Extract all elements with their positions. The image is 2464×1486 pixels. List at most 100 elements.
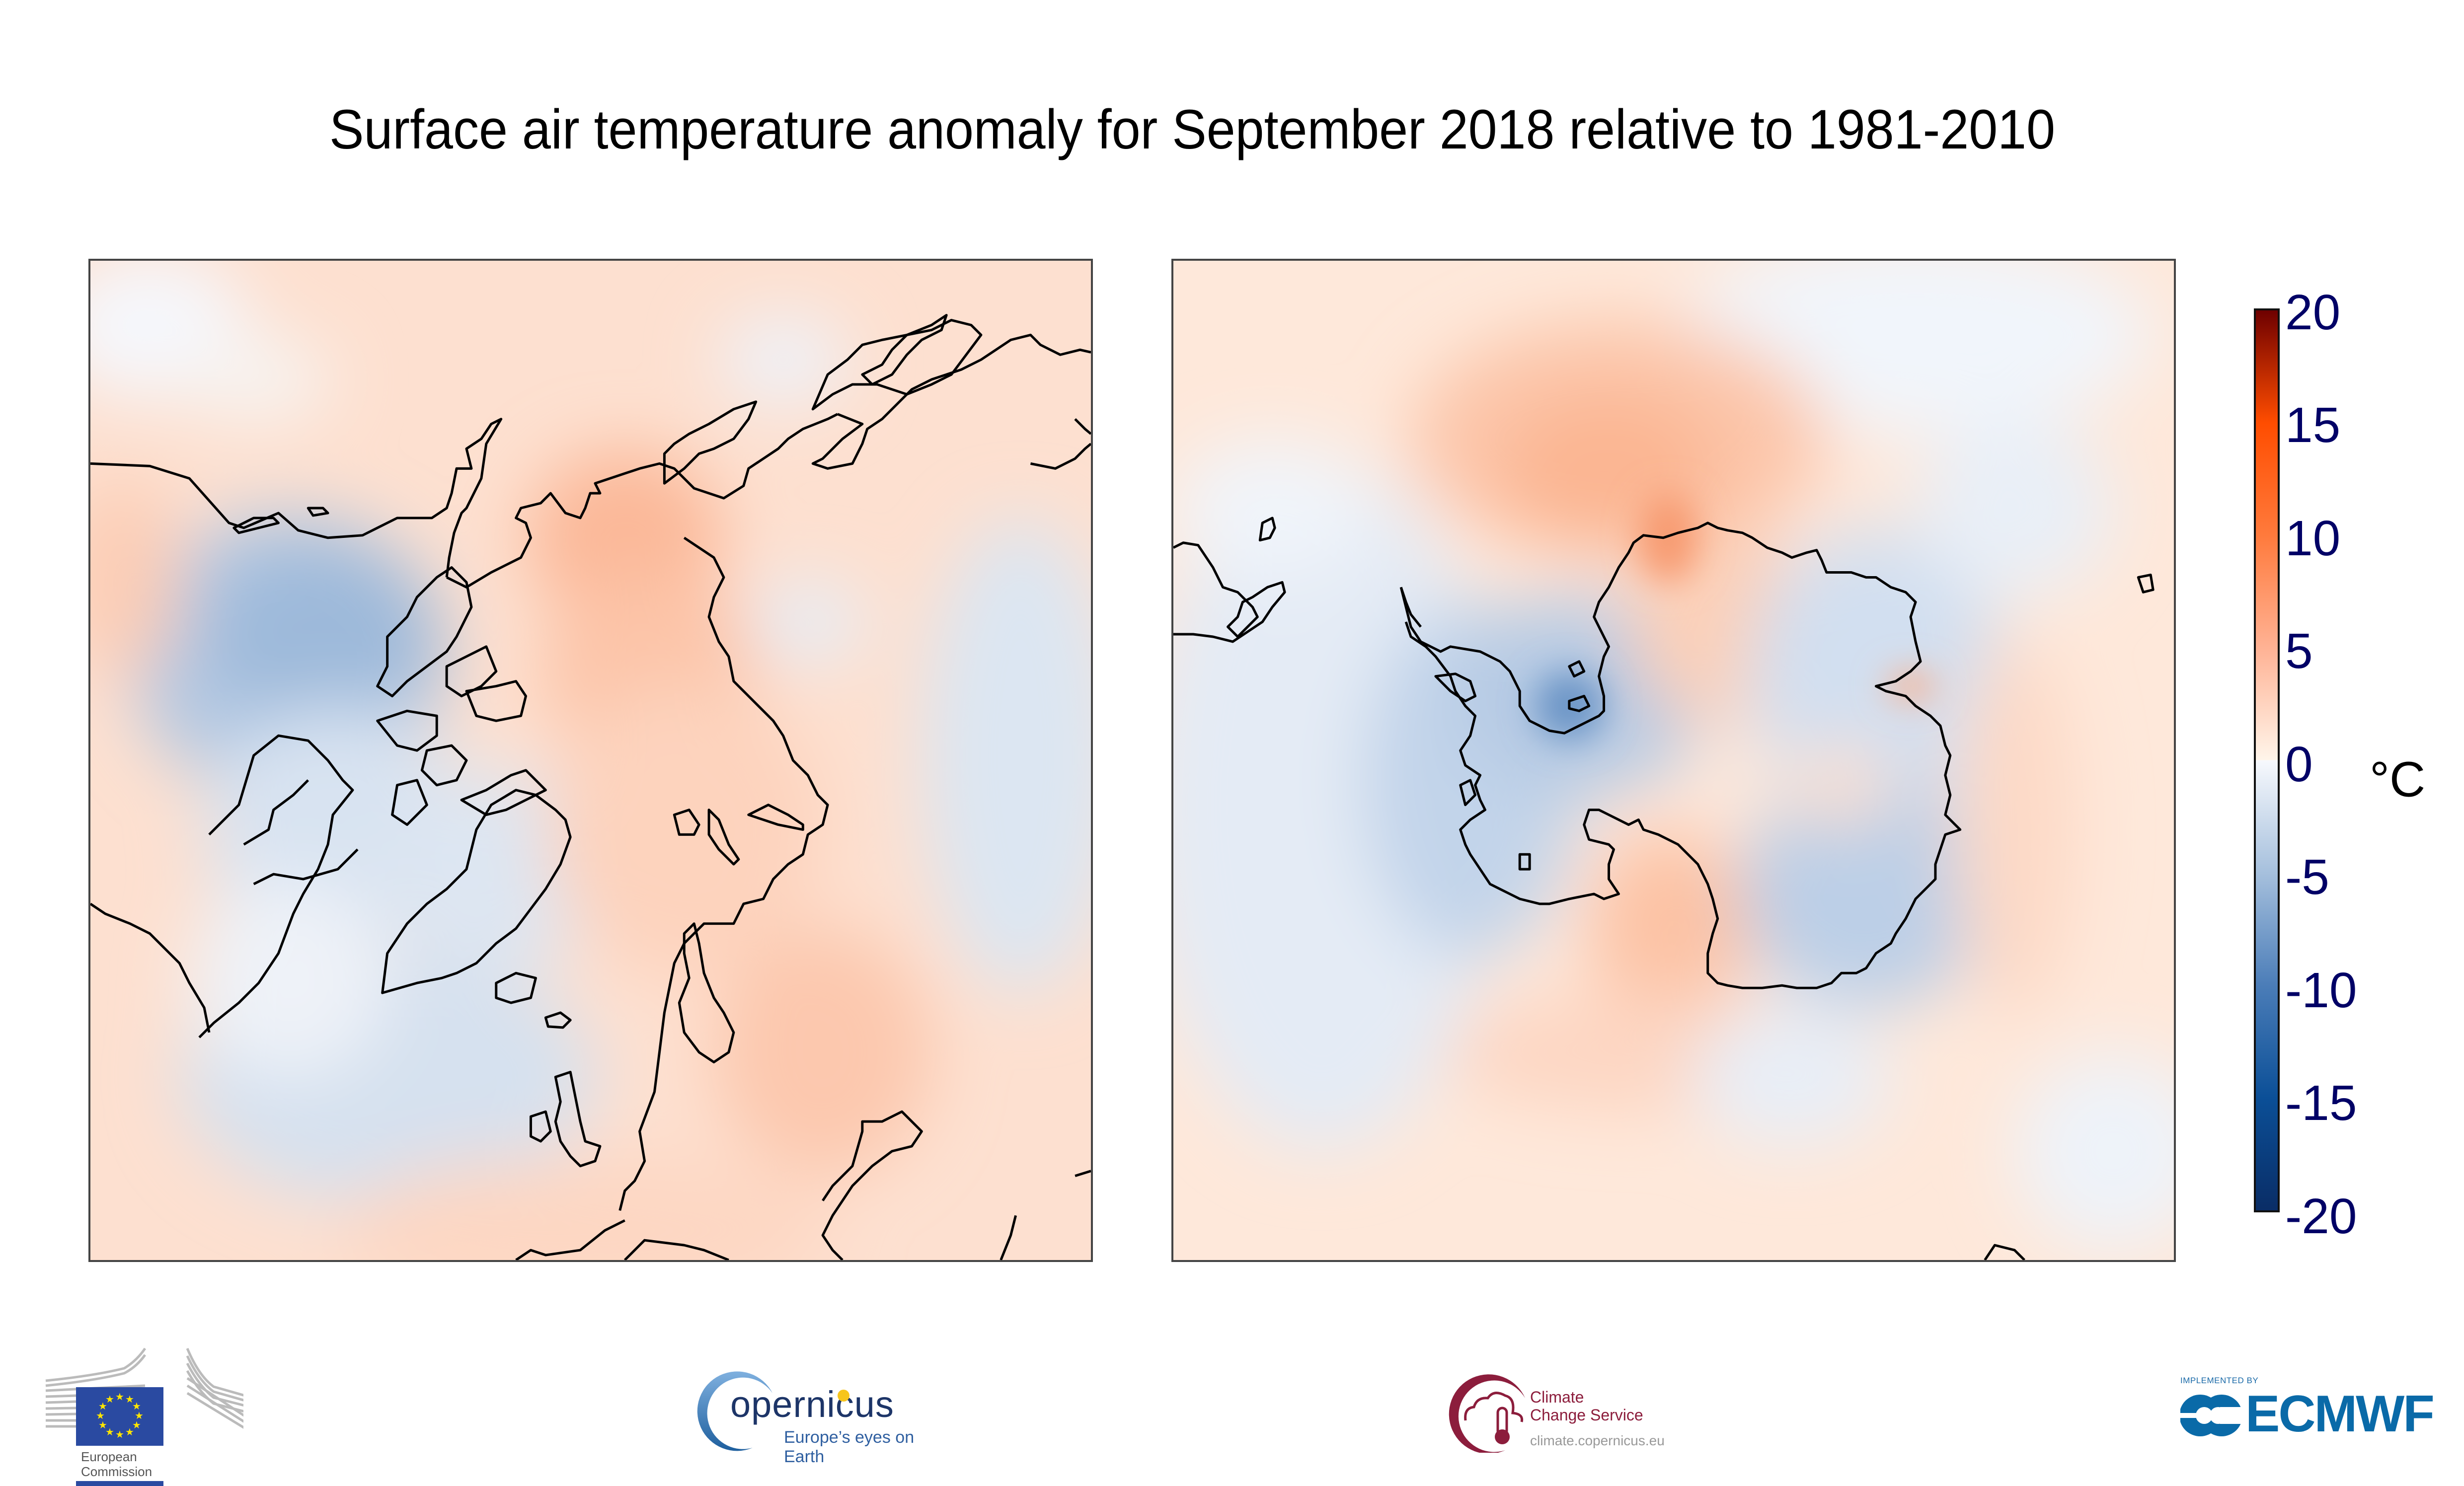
arctic-anomaly-map	[90, 261, 1091, 1260]
european-commission-logo: ★ ★ ★ ★ ★ ★ ★ ★ ★ ★ ★ ★ European Commission	[35, 1331, 243, 1486]
anomaly-blob	[922, 518, 1091, 993]
ecmwf-symbol-icon	[2180, 1395, 2242, 1436]
climate-change-service-logo: Climate Change Service climate.copernicu…	[1438, 1358, 1677, 1453]
coastline-peninsula-island	[1434, 672, 1477, 702]
cloud-thermometer-icon	[1449, 1374, 1525, 1453]
coastline-caspian	[1000, 1170, 1091, 1260]
copernicus-tagline: Europe’s eyes on Earth	[784, 1428, 915, 1466]
ec-underline	[76, 1481, 163, 1486]
coastline-alaska-islands	[232, 507, 329, 534]
coastline-weddell-islands	[1459, 779, 1531, 871]
coastline-svalbard	[673, 809, 700, 836]
coastline-siberia-north	[663, 400, 758, 485]
anomaly-blob	[189, 879, 387, 1077]
implemented-by-label: IMPLEMENTED BY	[2180, 1376, 2259, 1385]
svg-text:★: ★	[115, 1391, 124, 1403]
svg-text:★: ★	[125, 1426, 134, 1438]
anomaly-blob	[1916, 419, 2114, 597]
coastline-novaya-zemlya	[707, 804, 804, 866]
anomaly-blob	[1955, 641, 2074, 1018]
anomaly-blob	[174, 335, 333, 424]
coastline-eurasia-east	[1030, 418, 1091, 470]
coastline-south-america	[1173, 541, 1286, 643]
antarctic-anomaly-map	[1173, 261, 2174, 1260]
anomaly-blob	[1737, 780, 1995, 1008]
svg-text:★: ★	[98, 1400, 107, 1412]
colorbar-tick-label: 15	[2285, 397, 2341, 453]
coastline-scandinavia	[618, 536, 829, 1211]
colorbar-tick-label: 10	[2285, 511, 2341, 566]
svg-text:★: ★	[105, 1426, 114, 1438]
anomaly-blob	[1792, 745, 1891, 825]
anomaly-blob	[1589, 829, 1748, 1028]
coastline-severnaya-zemlya	[861, 314, 948, 386]
ecmwf-wordmark: ECMWF	[2245, 1385, 2435, 1443]
eu-flag-icon: ★ ★ ★ ★ ★ ★ ★ ★ ★ ★ ★ ★	[76, 1387, 163, 1446]
coastline-iceland	[495, 971, 537, 1004]
colorbar	[2254, 308, 2280, 1212]
colorbar-unit-label: °C	[2370, 751, 2426, 808]
ec-line2: Commission	[81, 1464, 153, 1479]
ec-logo-text: European Commission	[81, 1449, 152, 1479]
chart-title: Surface air temperature anomaly for Sept…	[329, 98, 2055, 160]
colorbar-tick-label: -5	[2285, 849, 2329, 905]
colorbar-tick-label: -20	[2285, 1189, 2357, 1244]
coastline-antarctic-peninsula-tip	[1399, 587, 1422, 628]
anomaly-blob	[1693, 1008, 1891, 1146]
c3s-line1: Climate	[1530, 1388, 1584, 1406]
anomaly-blob	[1173, 439, 1372, 578]
coastline-siberia	[811, 333, 1091, 470]
svg-text:★: ★	[135, 1410, 144, 1421]
coastline-kerguelen	[2137, 573, 2155, 594]
anomaly-blob	[209, 547, 437, 726]
coastline-bering-chukotka	[446, 413, 839, 589]
anomaly-blob	[1886, 671, 1935, 701]
map-panel-antarctic	[1171, 259, 2176, 1262]
colorbar-tick-label: -15	[2285, 1075, 2357, 1131]
coastline-australia-tip	[1984, 1244, 2025, 1260]
colorbar-tick-label: 0	[2285, 737, 2313, 792]
coastline-arctic-archipelago	[376, 566, 547, 826]
copernicus-wordmark: opernicus	[730, 1384, 894, 1425]
copernicus-logo: opernicus Europe’s eyes on Earth	[693, 1358, 951, 1466]
colorbar-tick-label: -10	[2285, 963, 2357, 1018]
anomaly-blob	[748, 582, 867, 662]
ecmwf-logo: IMPLEMENTED BY ECMWF	[2178, 1371, 2447, 1445]
anomaly-blob	[1747, 527, 2005, 825]
svg-text:★: ★	[96, 1410, 105, 1421]
coastline-british-isles	[529, 1071, 602, 1168]
coastlines-antarctic	[1173, 517, 2155, 1260]
c3s-url: climate.copernicus.eu	[1530, 1433, 1665, 1448]
coastline-alaska-canada	[90, 418, 503, 578]
colorbar-tick-label: 5	[2285, 623, 2313, 679]
coastlines-arctic	[90, 314, 1091, 1260]
anomaly-blob	[718, 315, 847, 404]
map-panel-arctic	[88, 259, 1093, 1262]
copernicus-sun-dot-icon	[838, 1390, 849, 1402]
anomaly-blob	[1638, 493, 1698, 583]
colorbar-tick-label: 20	[2285, 285, 2341, 340]
svg-text:★: ★	[98, 1419, 107, 1431]
coastline-ross-islands	[1568, 660, 1591, 712]
svg-text:★: ★	[115, 1428, 124, 1440]
anomaly-blob	[714, 928, 932, 1176]
svg-text:★: ★	[132, 1400, 141, 1412]
coastline-falklands	[1258, 517, 1276, 542]
anomaly-blob	[90, 478, 180, 676]
svg-text:★: ★	[125, 1393, 134, 1405]
anomaly-blob	[545, 681, 823, 978]
svg-text:★: ★	[105, 1393, 114, 1405]
anomaly-blob	[2014, 1052, 2174, 1251]
coastline-east-islands	[544, 1011, 572, 1029]
svg-text:★: ★	[132, 1419, 141, 1431]
coastline-antarctica	[1399, 521, 1962, 989]
c3s-title: Climate Change Service	[1530, 1388, 1643, 1424]
anomaly-blob	[338, 1156, 833, 1260]
ec-line1: European	[81, 1449, 137, 1464]
coastline-europe-south	[515, 1110, 923, 1260]
coastline-baltic	[678, 922, 735, 1064]
coastline-hudson-bay	[243, 779, 359, 886]
coastline-greenland	[381, 789, 572, 994]
c3s-line2: Change Service	[1530, 1406, 1643, 1424]
coastline-canada-east	[90, 734, 354, 1039]
